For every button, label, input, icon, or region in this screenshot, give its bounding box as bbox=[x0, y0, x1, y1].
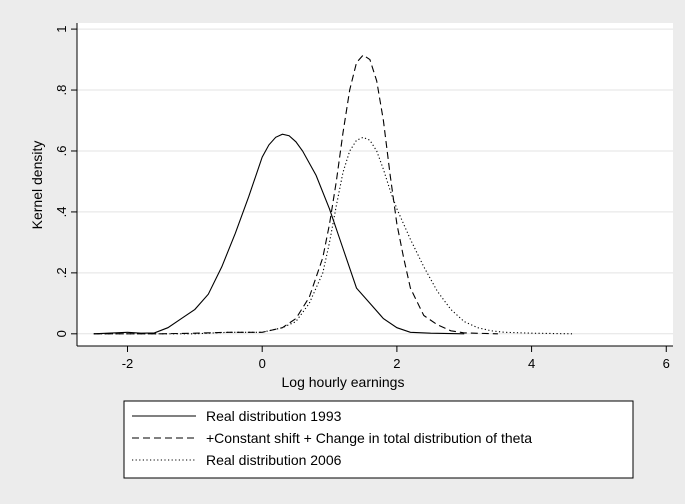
legend-label: +Constant shift + Change in total distri… bbox=[206, 430, 532, 446]
x-axis-title: Log hourly earnings bbox=[282, 374, 405, 390]
y-tick-label: .2 bbox=[54, 267, 69, 278]
y-ticks: 0 .2 .4 .6 .8 1 bbox=[54, 25, 77, 337]
series-line-dashed bbox=[93, 54, 498, 335]
x-tick-label: 6 bbox=[663, 356, 670, 371]
grid bbox=[77, 28, 673, 335]
y-tick-label: 0 bbox=[54, 330, 69, 337]
series-lines bbox=[93, 54, 573, 335]
series-line-solid bbox=[93, 133, 465, 335]
x-ticks: -2 0 2 4 6 bbox=[122, 346, 670, 371]
x-tick-label: 0 bbox=[259, 356, 266, 371]
y-tick-label: 1 bbox=[54, 25, 69, 32]
y-tick-label: .8 bbox=[54, 85, 69, 96]
x-tick-label: 2 bbox=[393, 356, 400, 371]
plot-area bbox=[77, 23, 673, 346]
legend: Real distribution 1993 +Constant shift + … bbox=[123, 400, 634, 479]
legend-box bbox=[123, 400, 634, 479]
y-tick-label: .6 bbox=[54, 146, 69, 157]
x-tick-label: -2 bbox=[122, 356, 134, 371]
series-line-dotted bbox=[93, 136, 573, 335]
x-tick-label: 4 bbox=[528, 356, 535, 371]
legend-label: Real distribution 2006 bbox=[206, 452, 342, 468]
legend-label: Real distribution 1993 bbox=[206, 408, 342, 424]
y-axis-title: Kernel density bbox=[29, 141, 45, 230]
y-tick-label: .4 bbox=[54, 207, 69, 218]
